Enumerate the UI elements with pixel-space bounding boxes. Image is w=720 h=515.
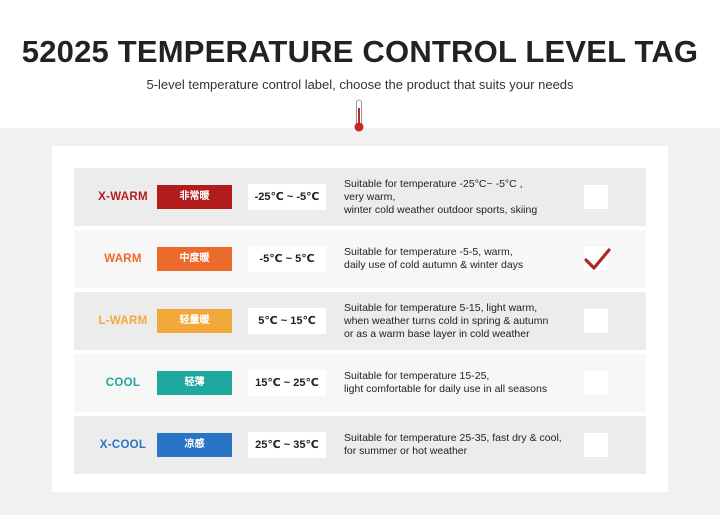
description-line: Suitable for temperature 15-25, bbox=[344, 370, 490, 382]
level-row-l-warm: L-WARM 轻量暖 5℃ ~ 15℃ Suitable for tempera… bbox=[74, 292, 646, 350]
level-color-tag: 轻薄 bbox=[157, 371, 232, 395]
checkbox-l-warm[interactable] bbox=[584, 309, 608, 333]
checkbox-x-warm[interactable] bbox=[584, 185, 608, 209]
level-color-tag: 中度暖 bbox=[157, 247, 232, 271]
description-line: when weather turns cold in spring & autu… bbox=[344, 314, 549, 327]
level-table: X-WARM 非常暖 -25℃ ~ -5℃ Suitable for tempe… bbox=[52, 146, 668, 492]
checkbox-x-cool[interactable] bbox=[584, 433, 608, 457]
description-line: Suitable for temperature 5-15, light war… bbox=[344, 301, 538, 314]
temperature-range: -5℃ ~ 5℃ bbox=[248, 246, 326, 272]
level-name: X-WARM bbox=[98, 191, 148, 203]
thermometer-icon bbox=[354, 99, 364, 132]
level-name: COOL bbox=[105, 377, 141, 389]
level-color-tag: 轻量暖 bbox=[157, 309, 232, 333]
description-line: daily use of cold autumn & winter days bbox=[344, 259, 524, 271]
page-subtitle: 5-level temperature control label, choos… bbox=[146, 77, 574, 92]
level-name: WARM bbox=[104, 253, 142, 265]
description-line: Suitable for temperature -5-5, warm, bbox=[344, 246, 513, 258]
description-line: Suitable for temperature 25-35, fast dry… bbox=[344, 432, 562, 444]
level-name: X-COOL bbox=[99, 439, 147, 451]
description-line: Suitable for temperature -25°C~ -5°C , bbox=[344, 177, 523, 190]
description-line: for summer or hot weather bbox=[344, 445, 468, 457]
temperature-range: 25℃ ~ 35℃ bbox=[248, 432, 326, 458]
level-row-cool: COOL 轻薄 15℃ ~ 25℃ Suitable for temperatu… bbox=[74, 354, 646, 412]
checkbox-cool[interactable] bbox=[584, 371, 608, 395]
temperature-range: 15℃ ~ 25℃ bbox=[248, 370, 326, 396]
level-description: Suitable for temperature 15-25, light co… bbox=[344, 354, 584, 412]
description-line: winter cold weather outdoor sports, skii… bbox=[344, 203, 538, 216]
level-row-x-cool: X-COOL 凉感 25℃ ~ 35℃ Suitable for tempera… bbox=[74, 416, 646, 474]
level-description: Suitable for temperature 25-35, fast dry… bbox=[344, 416, 584, 474]
level-row-x-warm: X-WARM 非常暖 -25℃ ~ -5℃ Suitable for tempe… bbox=[74, 168, 646, 226]
level-name: L-WARM bbox=[98, 315, 148, 327]
level-description: Suitable for temperature 5-15, light war… bbox=[344, 292, 584, 350]
level-description: Suitable for temperature -5-5, warm, dai… bbox=[344, 230, 584, 288]
description-line: very warm, bbox=[344, 190, 396, 203]
description-line: light comfortable for daily use in all s… bbox=[344, 383, 548, 395]
temperature-range: 5℃ ~ 15℃ bbox=[248, 308, 326, 334]
description-line: or as a warm base layer in cold weather bbox=[344, 327, 530, 340]
checkmark-icon bbox=[584, 248, 611, 270]
checkbox-warm[interactable] bbox=[584, 247, 611, 271]
temperature-range: -25℃ ~ -5℃ bbox=[248, 184, 326, 210]
page-title: 52025 TEMPERATURE CONTROL LEVEL TAG bbox=[21, 34, 699, 69]
level-row-warm: WARM 中度暖 -5℃ ~ 5℃ Suitable for temperatu… bbox=[74, 230, 646, 288]
level-description: Suitable for temperature -25°C~ -5°C , v… bbox=[344, 168, 584, 226]
level-color-tag: 凉感 bbox=[157, 433, 232, 457]
level-color-tag: 非常暖 bbox=[157, 185, 232, 209]
